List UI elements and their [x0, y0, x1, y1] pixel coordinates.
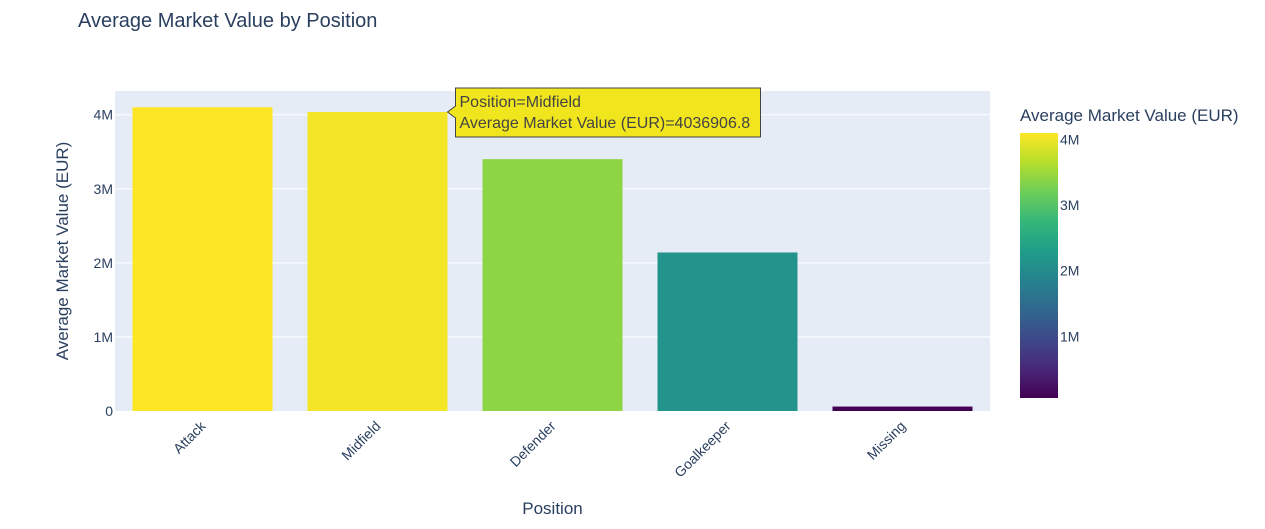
y-tick-label: 0 [105, 403, 113, 419]
x-tick-label: Defender [507, 418, 559, 470]
y-tick-label: 3M [94, 181, 113, 197]
x-tick-label: Goalkeeper [671, 418, 734, 481]
colorbar-tick-label: 3M [1060, 197, 1079, 213]
colorbar-gradient [1020, 133, 1058, 398]
tooltip-line: Average Market Value (EUR)=4036906.8 [460, 115, 751, 132]
y-tick-label: 4M [94, 107, 113, 123]
colorbar: Average Market Value (EUR) 1M 2M 3M 4M [1020, 106, 1239, 398]
y-tick-label: 1M [94, 329, 113, 345]
y-tick-label: 2M [94, 255, 113, 271]
bar-goalkeeper[interactable] [657, 252, 798, 411]
tooltip-line: Position=Midfield [460, 94, 581, 111]
colorbar-tick-label: 2M [1060, 263, 1079, 279]
chart-title: Average Market Value by Position [78, 10, 378, 32]
x-tick-label: Attack [170, 417, 210, 457]
bar-attack[interactable] [132, 107, 273, 411]
y-axis: 0 1M 2M 3M 4M [94, 107, 114, 419]
bar-defender[interactable] [482, 159, 623, 411]
bar-missing[interactable] [832, 406, 973, 411]
colorbar-tick-label: 4M [1060, 132, 1079, 148]
x-axis: Attack Midfield Defender Goalkeeper Missing [170, 417, 909, 480]
tooltip-box [446, 87, 761, 138]
colorbar-tick-label: 1M [1060, 328, 1079, 344]
y-axis-title: Average Market Value (EUR) [53, 142, 72, 361]
x-tick-label: Midfield [338, 418, 383, 463]
hover-tooltip: Position=Midfield Average Market Value (E… [446, 87, 761, 138]
bar-midfield[interactable] [307, 111, 448, 412]
x-axis-title: Position [522, 499, 582, 518]
colorbar-title: Average Market Value (EUR) [1020, 106, 1239, 125]
bars [132, 107, 973, 412]
x-tick-label: Missing [864, 418, 909, 463]
